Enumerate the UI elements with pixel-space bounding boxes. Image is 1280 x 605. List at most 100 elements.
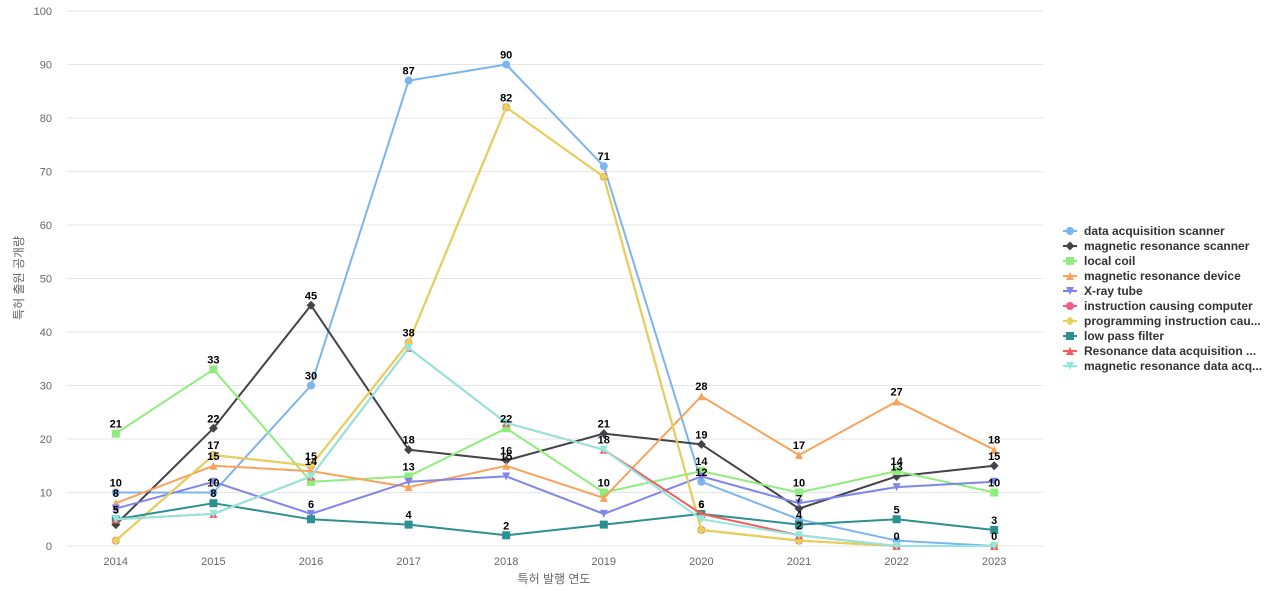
series-magnetic-resonance-device (111, 392, 999, 508)
x-tick-label: 2020 (689, 556, 713, 568)
legend-item-data-acquisition-scanner[interactable]: data acquisition scanner (1063, 224, 1225, 238)
legend-label: low pass filter (1084, 329, 1164, 343)
data-label: 22 (207, 413, 219, 425)
data-point (795, 531, 803, 540)
data-point (208, 423, 218, 433)
data-point (501, 102, 511, 112)
legend-item-magnetic-resonance-data-acq[interactable]: magnetic resonance data acq... (1063, 359, 1262, 373)
data-point (307, 381, 315, 390)
data-label: 13 (402, 461, 414, 473)
legend-item-x-ray-tube[interactable]: X-ray tube (1063, 284, 1143, 298)
y-tick-label: 80 (40, 113, 52, 125)
data-label: 10 (598, 478, 610, 490)
x-tick-label: 2019 (592, 556, 616, 568)
data-point (599, 493, 608, 502)
data-point (892, 467, 901, 476)
series-line (115, 475, 995, 515)
legend-item-resonance-data-acquisition[interactable]: Resonance data acquisition ... (1063, 344, 1256, 358)
data-point (795, 451, 803, 460)
legend-item-local-coil[interactable]: local coil (1063, 254, 1135, 268)
legend-marker (1066, 332, 1074, 340)
legend-marker (1066, 272, 1074, 280)
legend-item-low-pass-filter[interactable]: low pass filter (1063, 329, 1164, 343)
data-label: 17 (793, 440, 805, 452)
data-point (404, 76, 413, 85)
data-label: 6 (698, 499, 704, 511)
data-point (208, 450, 218, 460)
series-group (111, 60, 999, 551)
data-point (111, 488, 120, 497)
data-label: 13 (890, 461, 902, 473)
data-label: 6 (698, 499, 704, 511)
legend-label: instruction causing computer (1084, 299, 1253, 313)
x-tick-label: 2017 (396, 556, 420, 568)
legend-label: Resonance data acquisition ... (1084, 344, 1256, 358)
legend-item-instruction-causing-computer[interactable]: instruction causing computer (1063, 299, 1253, 313)
y-tick-label: 100 (34, 6, 52, 18)
legend-item-magnetic-resonance-device[interactable]: magnetic resonance device (1063, 269, 1241, 283)
data-point (795, 520, 803, 529)
legend-marker (1066, 302, 1074, 310)
legend-marker (1066, 227, 1074, 235)
data-point (502, 424, 511, 433)
data-label: 8 (210, 488, 216, 500)
data-point (111, 504, 120, 513)
data-point (697, 467, 706, 476)
legend-marker (1065, 241, 1075, 251)
x-tick-label: 2018 (494, 556, 518, 568)
series-line (115, 502, 995, 537)
data-label: 21 (598, 419, 610, 431)
data-point (599, 488, 608, 497)
data-point (111, 515, 120, 524)
data-label: 27 (890, 387, 902, 399)
data-point (404, 344, 413, 353)
legend-label: programming instruction cau... (1084, 314, 1261, 328)
data-point (307, 477, 315, 486)
data-point (697, 477, 706, 486)
series-data-acquisition-scanner (111, 60, 999, 550)
data-label: 2 (796, 520, 802, 532)
series-line (115, 106, 995, 547)
data-label: 10 (988, 478, 1000, 490)
data-point (795, 499, 803, 508)
data-point (502, 461, 511, 470)
data-label: 14 (305, 456, 318, 468)
data-point (404, 445, 414, 455)
y-axis-title: 특허 출원 공개량 (12, 236, 26, 320)
data-point (502, 531, 511, 540)
data-point (209, 499, 218, 508)
y-tick-label: 0 (46, 541, 52, 553)
data-label: 14 (890, 456, 903, 468)
y-tick-label: 50 (40, 274, 52, 286)
data-label: 4 (406, 510, 413, 522)
data-label: 87 (402, 66, 414, 78)
data-label: 19 (695, 429, 707, 441)
legend-item-magnetic-resonance-scanner[interactable]: magnetic resonance scanner (1063, 239, 1250, 253)
data-label: 21 (110, 419, 122, 431)
data-point (209, 477, 218, 486)
data-point (794, 504, 804, 514)
series-magnetic-resonance-data-acq (111, 344, 999, 550)
x-tick-label: 2022 (884, 556, 908, 568)
x-axis-title: 특허 발행 연도 (518, 571, 591, 586)
data-point (599, 429, 609, 439)
legend-marker (1065, 316, 1075, 326)
legend-marker (1066, 347, 1074, 355)
data-point (502, 60, 511, 69)
data-point (599, 520, 608, 529)
data-point (990, 477, 999, 486)
data-label: 28 (695, 381, 707, 393)
legend-item-programming-instruction-cau[interactable]: programming instruction cau... (1063, 314, 1261, 328)
data-label: 6 (308, 499, 314, 511)
series-line (115, 304, 995, 526)
data-label: 30 (305, 371, 317, 383)
data-label: 22 (500, 413, 512, 425)
data-label: 4 (796, 510, 803, 522)
y-tick-label: 10 (40, 488, 52, 500)
data-labels: 10 10308790711222451816211971315213313221… (110, 50, 1001, 544)
legend-label: magnetic resonance scanner (1084, 239, 1250, 253)
data-point (599, 172, 609, 182)
